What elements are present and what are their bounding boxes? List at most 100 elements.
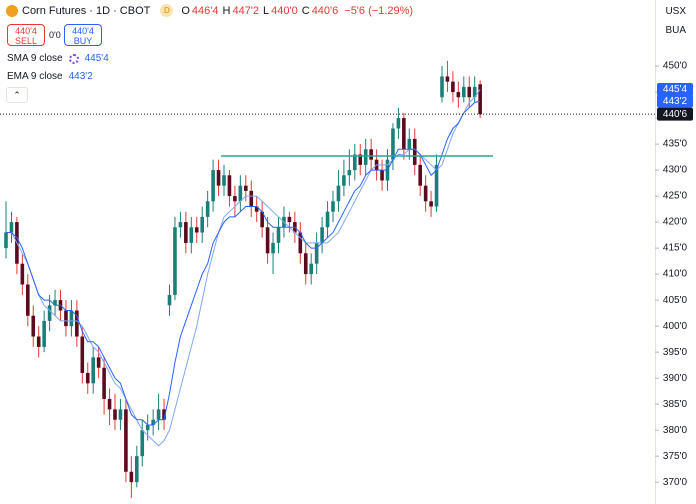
candle-body <box>451 81 455 93</box>
indicator-value: 445'4 <box>84 53 109 64</box>
price-tag <box>657 107 693 121</box>
candle-body <box>178 222 183 228</box>
candle-body <box>140 430 145 457</box>
indicator-legend[interactable]: EMA 9 close 443'2 <box>7 71 93 82</box>
indicator-value: 443'2 <box>68 71 93 82</box>
change: −5'6 (−1.29%) <box>344 4 414 17</box>
candle-body <box>320 227 324 243</box>
candle-body <box>222 175 226 186</box>
candle-body <box>244 185 248 191</box>
candle-body <box>271 242 275 254</box>
candle-body <box>53 300 57 306</box>
y-tick-label: 395'0 <box>663 347 688 358</box>
candle-body <box>342 175 346 186</box>
candle-body <box>402 118 406 150</box>
candle-body <box>418 164 422 186</box>
candle-body <box>336 185 341 202</box>
candle-body <box>91 357 95 384</box>
indicator-name: SMA 9 close <box>7 53 63 64</box>
y-tick-label: 415'0 <box>663 243 688 254</box>
indicator-legend[interactable]: SMA 9 close 445'4 <box>7 53 109 64</box>
candle-body <box>26 284 30 316</box>
y-tick-label: 435'0 <box>663 139 688 150</box>
y-tick-label: 380'0 <box>663 425 688 436</box>
price-tag-label: 445'4 <box>663 84 688 95</box>
symbol-title[interactable]: Corn Futures · 1D · CBOT <box>22 4 151 17</box>
unit[interactable]: BUA <box>665 25 686 36</box>
candle-body <box>429 201 433 207</box>
y-tick-label: 410'0 <box>663 269 688 280</box>
y-tick-label: 405'0 <box>663 295 688 306</box>
ohlc-key: O <box>181 4 190 17</box>
candle-body <box>118 409 123 420</box>
candle-body <box>260 211 264 228</box>
collapse-button[interactable]: ⌃ <box>6 87 28 103</box>
ohlc: O 446'4 H 447'2 L 440'0 C 440'6 <box>181 5 340 17</box>
candle-body <box>4 232 8 249</box>
candle-body <box>194 227 199 233</box>
badge: D <box>160 4 174 17</box>
y-tick-label: 370'0 <box>663 477 688 488</box>
candle-body <box>20 263 25 285</box>
candle-body <box>80 336 85 373</box>
ohlc-key: L <box>263 4 270 17</box>
candle-body <box>445 76 450 82</box>
candle-body <box>189 227 194 243</box>
candle-body <box>9 222 14 233</box>
candle-body <box>75 310 79 337</box>
symbol-header: Corn Futures · 1D · CBOT D O 446'4 H 447'2 L… <box>6 4 415 17</box>
y-tick-label: 450'0 <box>663 61 688 72</box>
candle-body <box>396 118 401 129</box>
y-tick-label: 425'0 <box>663 191 688 202</box>
candle-body <box>440 76 444 98</box>
symbol-icon <box>6 4 18 17</box>
candle-body <box>249 190 254 207</box>
candle-body <box>325 211 330 228</box>
buy-button[interactable]: 440'4 BUY <box>64 24 102 46</box>
y-tick-label: 375'0 <box>663 451 688 462</box>
candle-body <box>64 310 68 327</box>
candle-body <box>96 357 101 368</box>
sell-price: 440'4 <box>15 26 37 36</box>
candle-body <box>462 86 466 98</box>
y-tick-label: 390'0 <box>663 373 688 384</box>
y-tick-label: 385'0 <box>663 399 688 410</box>
candle-body <box>124 409 128 472</box>
candle-body <box>309 263 313 275</box>
spread: 0'0 <box>49 30 61 40</box>
candle-body <box>369 149 373 160</box>
sell-button[interactable]: 440'4 SELL <box>7 24 45 46</box>
candle-body <box>254 206 259 212</box>
candle-body <box>298 232 303 254</box>
ma-line <box>6 89 481 447</box>
y-tick-label: 420'0 <box>663 217 688 228</box>
candle-body <box>331 201 335 212</box>
candle-body <box>42 320 46 347</box>
ohlc-key: H <box>222 4 231 17</box>
candle-body <box>200 216 204 233</box>
candle-body <box>135 456 139 483</box>
buy-price: 440'4 <box>72 26 94 36</box>
candle-body <box>69 310 74 327</box>
candle-body <box>107 398 112 410</box>
price-tag-label: 440'6 <box>663 109 688 120</box>
candle-body <box>456 92 461 98</box>
candle-body <box>434 164 439 207</box>
y-tick-label: 430'0 <box>663 165 688 176</box>
ohlc-value: 440'6 <box>311 4 339 17</box>
candle-body <box>265 227 270 254</box>
candle-body <box>391 128 395 160</box>
candle-body <box>303 253 308 275</box>
buy-label: BUY <box>73 36 93 46</box>
candle-body <box>167 294 172 306</box>
indicator-icon <box>68 53 79 64</box>
price-tag-label: 443'2 <box>663 96 688 107</box>
ohlc-value: 440'0 <box>271 4 298 17</box>
candle-body <box>113 409 117 420</box>
sell-label: SELL <box>14 36 38 46</box>
currency[interactable]: USX <box>665 6 686 17</box>
candle-body <box>31 315 36 337</box>
ohlc-value: 447'2 <box>232 4 260 17</box>
